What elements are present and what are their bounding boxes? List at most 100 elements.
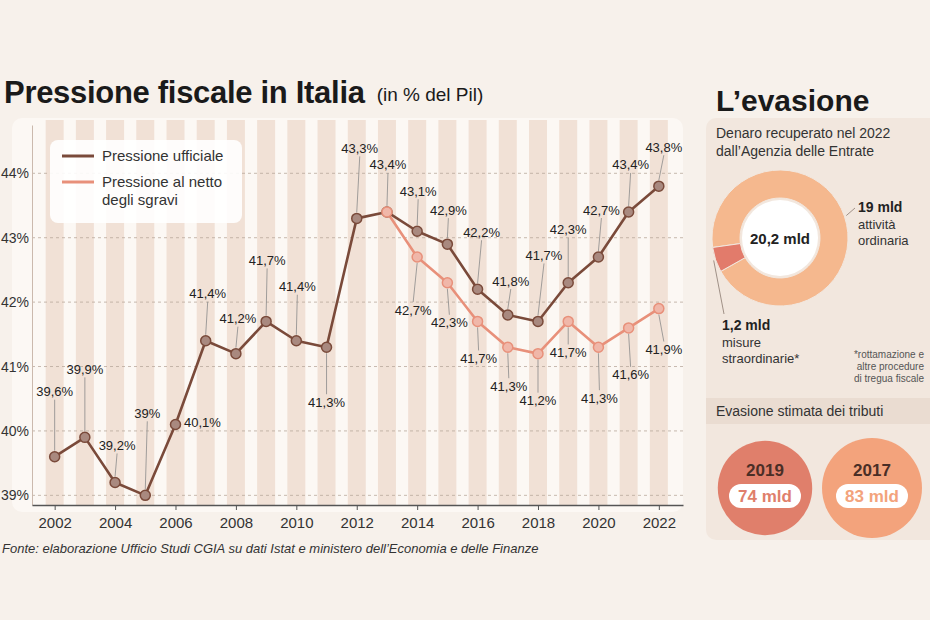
data-label: 41,2% (219, 311, 256, 326)
series-point (593, 342, 603, 352)
circle-category-label: 2017 (853, 461, 891, 480)
y-tick-label: 43% (1, 230, 29, 246)
donut-category-label: attivitàordinaria (858, 217, 909, 248)
x-tick: 2014 (401, 505, 434, 531)
data-label: 42,3% (550, 222, 587, 237)
label-leader (537, 360, 538, 393)
donut-hole (742, 200, 818, 276)
x-tick-mark (175, 505, 176, 510)
x-tick-mark (236, 505, 237, 510)
stripe (559, 120, 577, 505)
circles (718, 438, 922, 538)
grid-line (32, 430, 683, 431)
label-leader (387, 173, 388, 206)
data-label: 39% (134, 406, 160, 421)
x-tick-label: 2002 (38, 514, 71, 531)
series-point (654, 304, 664, 314)
x-tick: 2006 (159, 505, 192, 531)
footnote-line: di tregua fiscale (854, 373, 924, 384)
data-label: 41,2% (520, 393, 557, 408)
y-axis: 39%40%41%42%43%44% (1, 126, 33, 506)
stripe (257, 120, 275, 505)
data-label: 43,4% (370, 157, 407, 172)
data-label: 41,4% (279, 279, 316, 294)
series-point (140, 490, 150, 500)
source-note: Fonte: elaborazione Ufficio Studi CGIA s… (2, 541, 538, 556)
x-tick-label: 2012 (341, 514, 374, 531)
data-labels: 39,6%39,9%39,2%39%40,1%41,4%41,2%41,7%41… (36, 140, 682, 490)
data-label: 41,6% (612, 367, 649, 382)
side-panel (706, 118, 930, 540)
donut-title-line: dall’Agenzia delle Entrate (716, 143, 874, 159)
x-tick: 2018 (522, 505, 555, 531)
data-label: 41,3% (490, 379, 527, 394)
series-point (624, 323, 634, 333)
label-leader (478, 240, 482, 283)
circle-category-label: 2019 (746, 461, 784, 480)
x-tick: 2008 (220, 505, 253, 531)
y-tick: 40% (1, 423, 32, 439)
legend-box (50, 140, 242, 223)
donut-leader (714, 260, 724, 314)
value-circle (718, 441, 812, 535)
data-label: 42,9% (430, 203, 467, 218)
chart-canvas: Pressione fiscale in Italia(in % del Pil… (0, 0, 930, 620)
donut-category-label-line: straordinarie* (722, 351, 799, 366)
y-tick-label: 40% (1, 423, 29, 439)
x-axis-line (33, 505, 684, 507)
series-point (261, 316, 271, 326)
y-tick: 44% (1, 165, 32, 181)
donut-value-label: 1,2 mld (722, 317, 770, 333)
stripe (287, 120, 305, 505)
x-tick-mark (417, 505, 418, 510)
value-circle (822, 438, 922, 538)
series-point (473, 316, 483, 326)
x-tick-label: 2016 (461, 514, 494, 531)
x-tick-mark (296, 505, 297, 510)
y-tick-label: 42% (1, 294, 29, 310)
series-point (563, 316, 573, 326)
stripe (589, 120, 607, 505)
y-tick-label: 39% (1, 487, 29, 503)
data-label: 43,3% (341, 141, 378, 156)
label-leader (629, 334, 631, 367)
legend-label-line: Pressione al netto (102, 173, 222, 190)
series-point (352, 213, 362, 223)
legend-label: Pressione ufficiale (102, 147, 223, 164)
legend-label-line: Pressione ufficiale (102, 147, 223, 164)
footnote-line: altre procedure (857, 361, 925, 372)
x-tick: 2022 (643, 505, 676, 531)
stripe (438, 120, 456, 505)
series-point (201, 336, 211, 346)
stripe (499, 120, 517, 505)
data-label: 42,7% (395, 303, 432, 318)
label-leader (84, 377, 85, 431)
donut-value-label: 19 mld (858, 199, 902, 215)
x-tick-label: 2018 (522, 514, 555, 531)
x-tick: 2016 (461, 505, 494, 531)
data-label: 42,2% (463, 225, 500, 240)
label-leader (447, 218, 448, 238)
series-point (442, 278, 452, 288)
label-leader (206, 302, 208, 335)
section-heading: L’evasione (716, 84, 869, 117)
donut-category-label: misurestraordinarie* (722, 335, 799, 366)
label-leader (478, 327, 479, 350)
legend-label: Pressione al nettodegli sgravi (102, 173, 222, 208)
x-tick-mark (538, 505, 539, 510)
label-leader (54, 400, 55, 451)
y-axis-line (32, 126, 33, 506)
data-label: 41,9% (645, 342, 682, 357)
grid-line (32, 302, 683, 303)
label-leader (236, 327, 238, 348)
data-label: 39,2% (99, 438, 136, 453)
donut-category-label-line: ordinaria (858, 233, 909, 248)
data-label: 41,4% (189, 286, 226, 301)
series-point (533, 349, 543, 359)
data-label: 39,9% (66, 362, 103, 377)
data-label: 41,3% (308, 395, 345, 410)
x-tick: 2012 (341, 505, 374, 531)
label-leader (417, 199, 418, 225)
donut: 20,2 mld (712, 170, 848, 306)
plot-panel (12, 118, 683, 512)
